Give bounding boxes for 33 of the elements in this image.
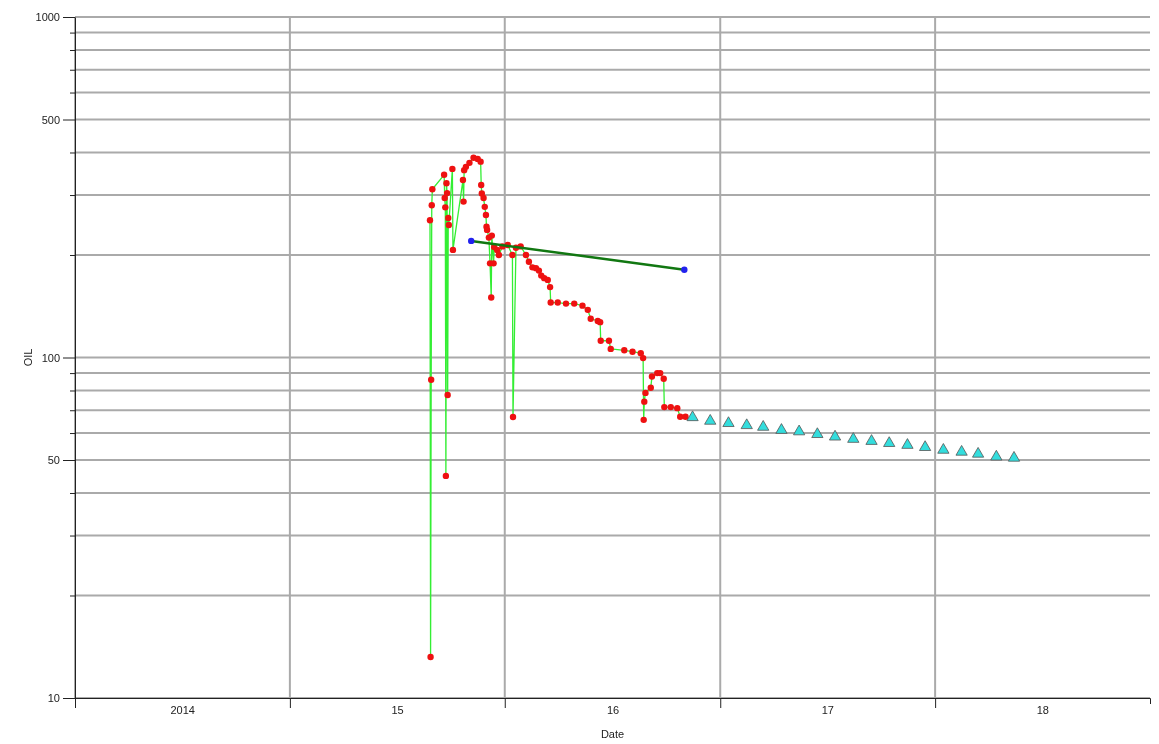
point [775,423,788,434]
point [681,266,688,273]
x-axis-title: Date [600,728,625,740]
y-tick-label: 50 [47,454,60,467]
point [955,445,968,456]
point [883,436,896,447]
point [901,438,914,449]
point [829,429,842,441]
point [740,418,753,430]
y-tick-label: 500 [41,113,60,126]
point [1007,451,1021,462]
y-axis-title: OIL [22,348,34,367]
x-tick-label: 16 [606,703,620,716]
point [793,424,806,436]
point [865,434,878,445]
point [937,443,950,454]
point [847,432,860,443]
x-tick-label: 18 [1036,703,1049,716]
point [757,420,770,431]
point [704,414,717,425]
y-tick-label: 100 [41,351,60,364]
y-tick-label: 1000 [35,11,60,24]
point [722,416,735,427]
point [972,447,985,458]
x-tick-label: 15 [391,703,404,716]
y-tick-label: 10 [47,692,60,705]
point [990,449,1003,461]
point [686,410,699,422]
point [811,427,824,438]
x-tick-label: 17 [821,703,835,716]
point [468,237,475,245]
x-tick-label: 2014 [170,703,195,716]
point [919,440,932,451]
